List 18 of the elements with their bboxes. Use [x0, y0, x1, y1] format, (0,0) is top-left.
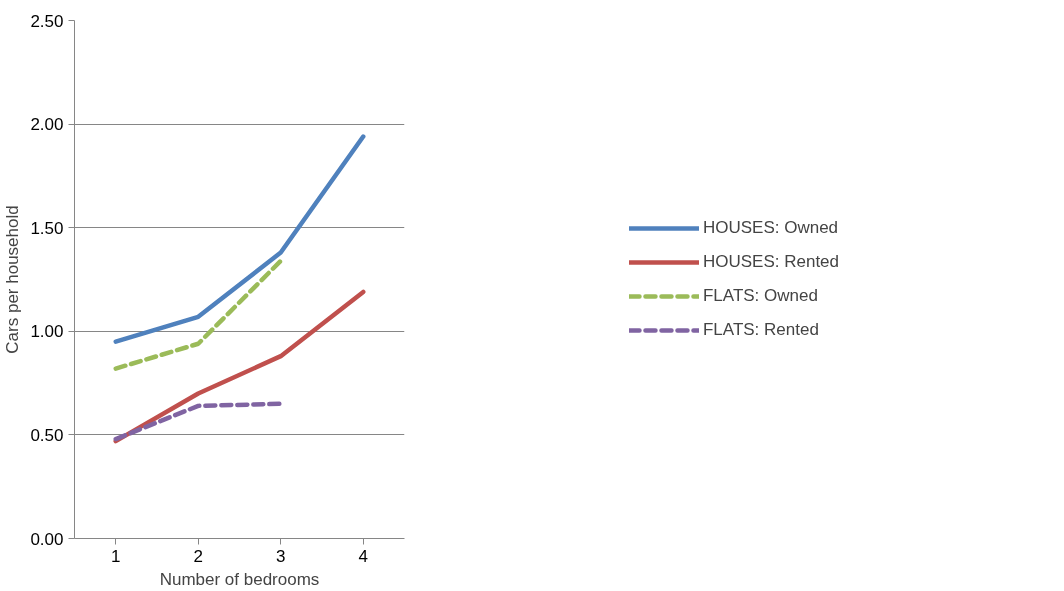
x-tick-label: 2 [193, 546, 203, 566]
y-tick-label: 2.00 [30, 115, 64, 135]
x-axis-title: Number of bedrooms [159, 569, 320, 589]
legend-label: FLATS: Rented [702, 320, 819, 340]
y-tick-label: 0.00 [30, 529, 64, 549]
legend-label: HOUSES: Owned [702, 218, 839, 238]
x-tick-label: 4 [358, 546, 368, 566]
legend-label: HOUSES: Rented [702, 252, 840, 272]
line-series [113, 289, 366, 444]
y-tick-label: 0.50 [30, 425, 64, 445]
y-tick-label: 1.50 [30, 218, 64, 238]
y-tick-label: 1.00 [30, 322, 64, 342]
line-series [113, 134, 366, 344]
legend-label: FLATS: Owned [702, 286, 818, 306]
x-tick-label: 3 [276, 546, 286, 566]
y-tick-label: 2.50 [30, 11, 64, 31]
y-axis-title: Cars per household [3, 205, 23, 354]
x-tick-label: 1 [111, 546, 121, 566]
